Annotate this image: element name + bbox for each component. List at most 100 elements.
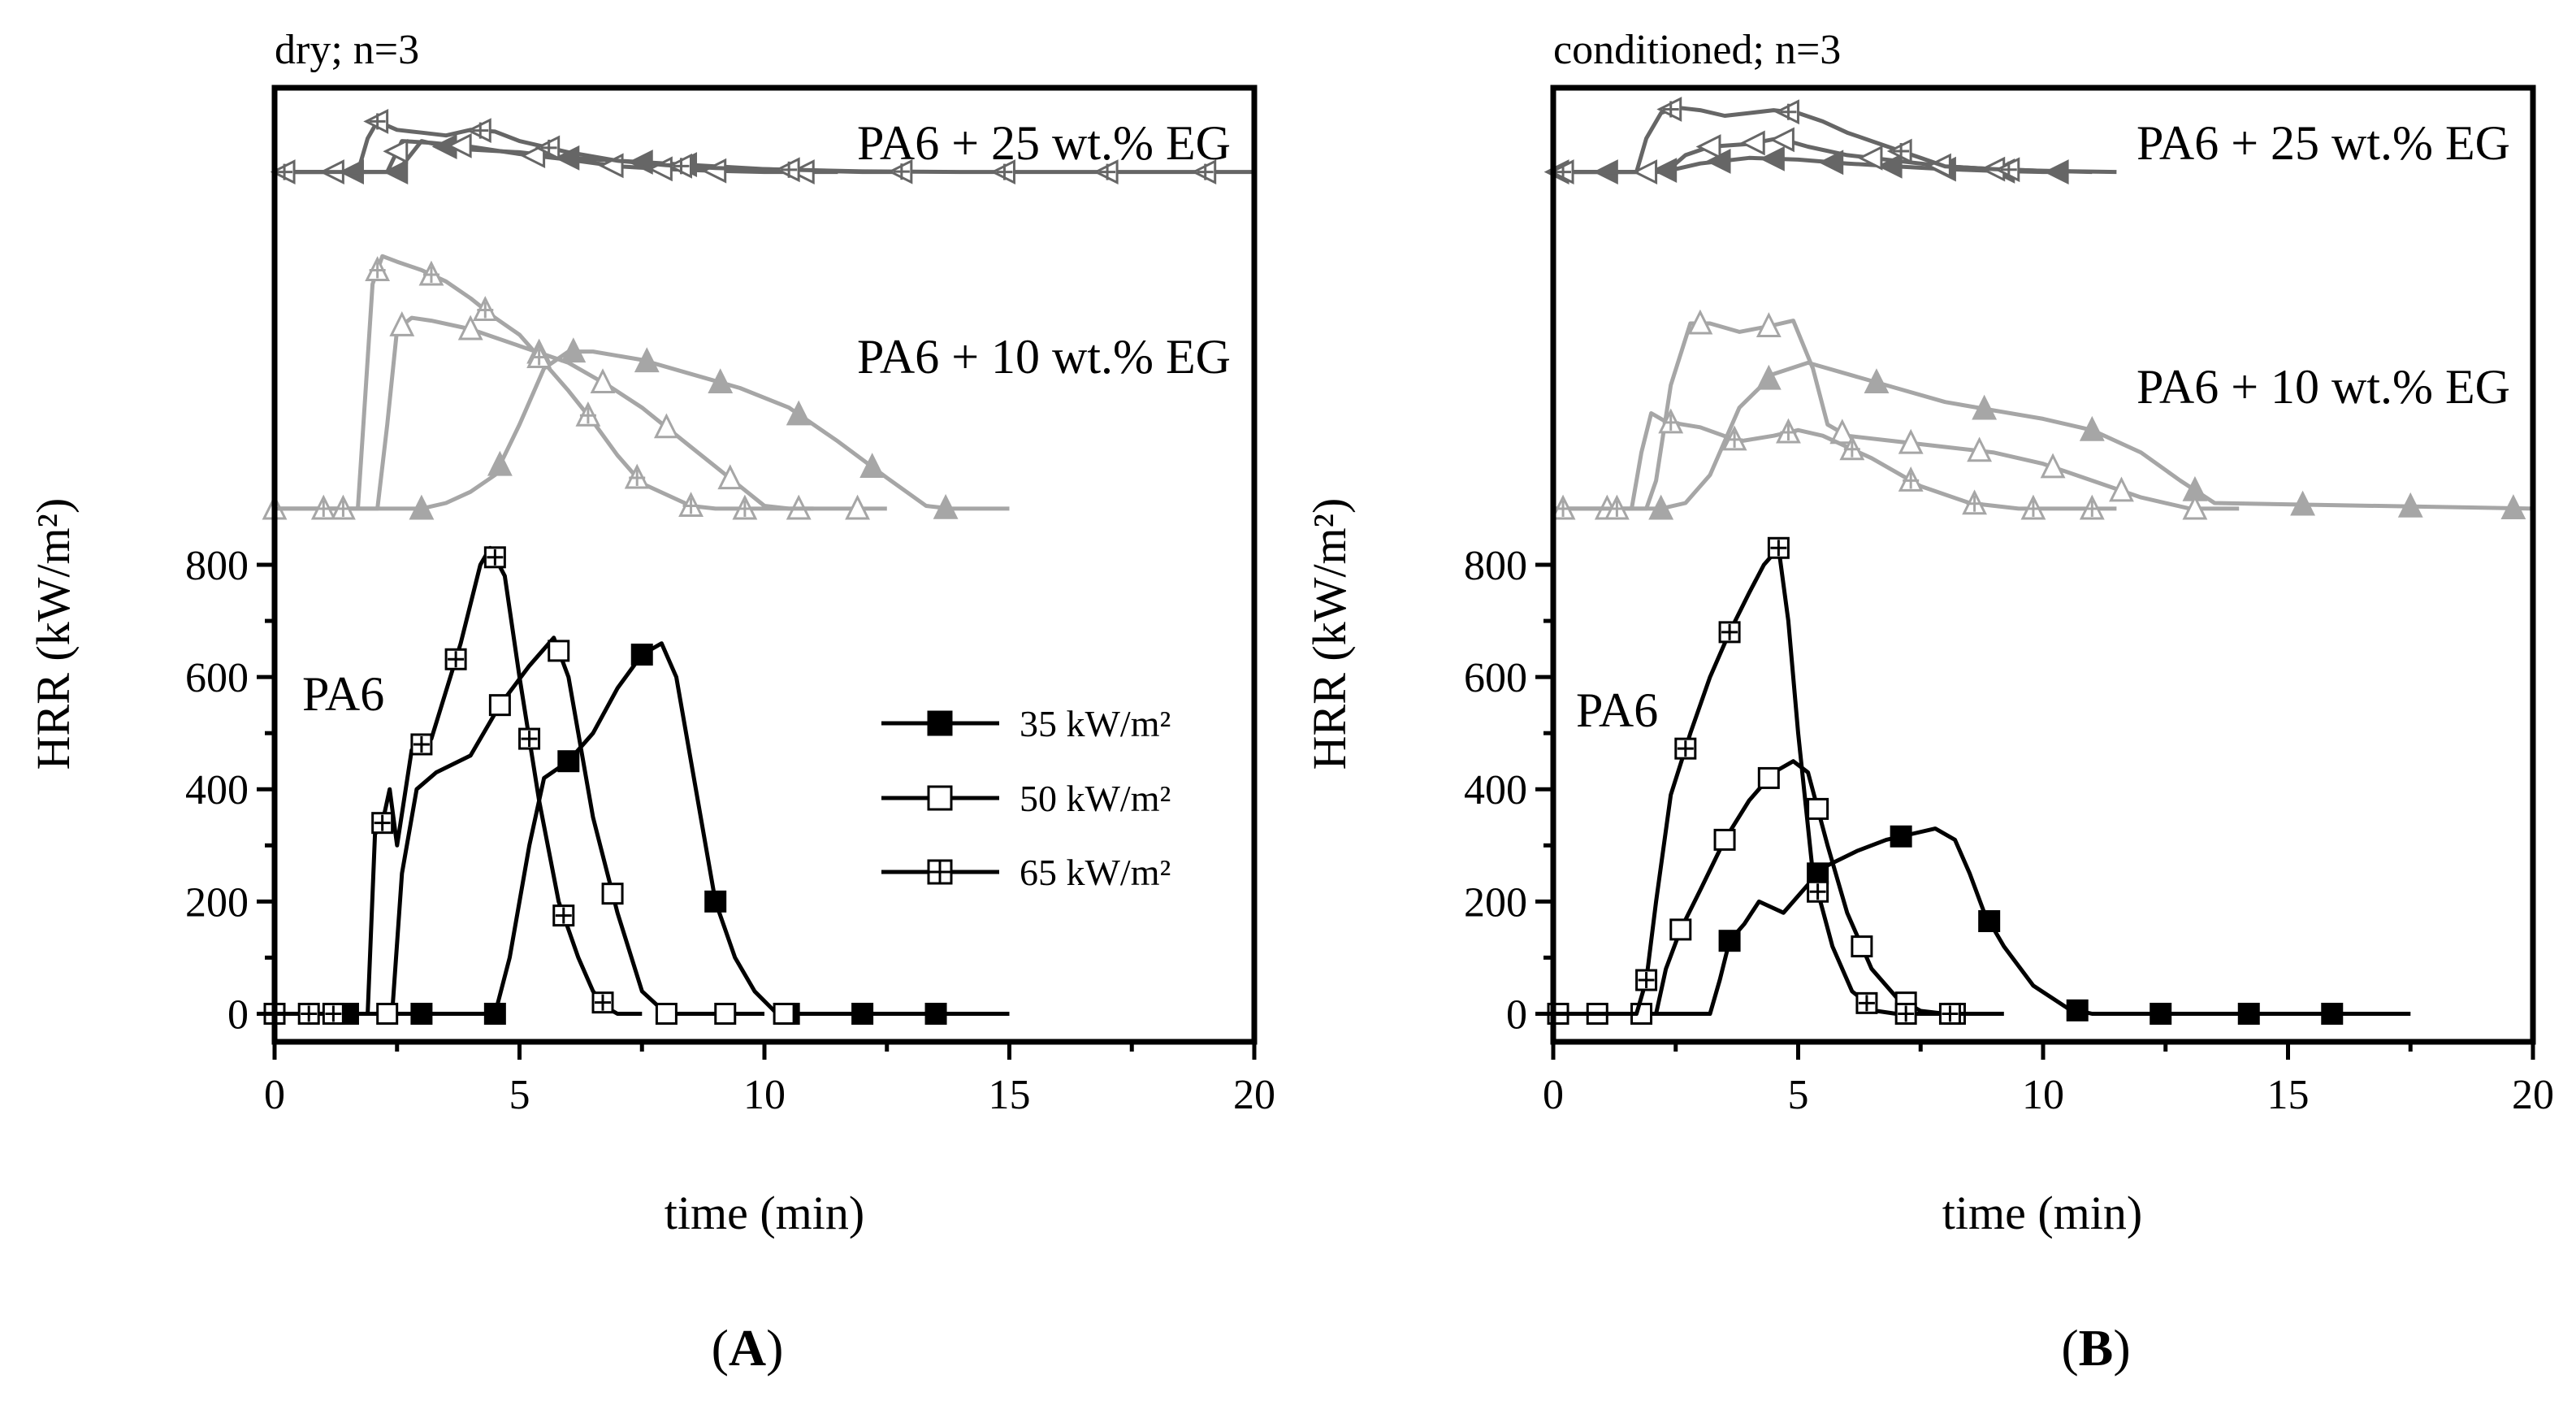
marker-triangle-up (859, 453, 885, 478)
group-pa6-10-wt-eg (1550, 309, 2534, 520)
series-35-kw-m- (275, 337, 1010, 520)
y-tick-label: 400 (185, 767, 249, 813)
x-tick-label: 15 (2267, 1072, 2310, 1118)
data-point-triangle-up-plus (1658, 408, 1684, 434)
data-point-triangle-left-open (520, 143, 546, 168)
data-point-triangle-left-plus (1994, 157, 2020, 183)
marker-square (548, 640, 570, 662)
marker-triangle-up (2109, 476, 2134, 502)
data-point-triangle-up-plus (1839, 435, 1865, 461)
legend-item-50: 50 kW/m² (881, 778, 1171, 819)
marker-square (410, 1002, 433, 1025)
marker-triangle-up (389, 310, 415, 336)
data-point-triangle-left-plus (1548, 159, 1574, 185)
data-point-triangle-up-plus (732, 494, 758, 520)
y-tick-label: 400 (1464, 767, 1527, 813)
marker-triangle-up (1756, 312, 1782, 337)
x-tick-label: 5 (509, 1072, 530, 1118)
data-point-square-filled (704, 890, 727, 913)
x-axis-title: time (min) (665, 1186, 864, 1239)
data-point-triangle-up-filled (487, 450, 513, 476)
series-65-kw-m- (270, 109, 1254, 185)
marker-triangle-up (2182, 494, 2208, 520)
data-point-triangle-up-plus (1604, 494, 1630, 520)
marker-square (1978, 910, 2001, 933)
y-axis-title: HRR (kW/m²) (1303, 498, 1356, 770)
data-point-square-open (1807, 797, 1829, 820)
data-point-square-plus (1674, 737, 1697, 760)
marker-triangle-left (446, 132, 472, 158)
y-axis-title: HRR (kW/m²) (27, 498, 80, 770)
y-tick-label: 200 (1464, 879, 1527, 926)
marker-square (1757, 766, 1780, 789)
marker-square (601, 883, 624, 905)
data-point-square-plus (297, 1002, 320, 1025)
data-point-triangle-left-plus (270, 159, 296, 185)
data-point-square-plus (1938, 1002, 1961, 1025)
marker-triangle-up (409, 494, 435, 520)
data-point-square-filled (630, 643, 653, 666)
marker-triangle-up (2040, 453, 2066, 479)
caption-open: ( (712, 1319, 729, 1377)
data-point-triangle-left-open (383, 138, 409, 164)
data-point-square-filled (410, 1002, 433, 1025)
marker-square (2237, 1002, 2260, 1025)
marker-square (773, 1002, 795, 1025)
data-point-square-filled (2237, 1002, 2260, 1025)
series-65-kw-m- (1548, 97, 2117, 185)
panel-title: conditioned; n=3 (1553, 27, 1841, 73)
caption-open: ( (2061, 1319, 2078, 1377)
series-line (1553, 759, 1946, 1016)
marker-triangle-up (457, 314, 483, 340)
data-point-square-plus (1718, 621, 1741, 644)
legend-label: 65 kW/m² (1020, 852, 1171, 893)
data-point-triangle-left-plus (1093, 159, 1119, 185)
data-point-triangle-up-plus (575, 401, 601, 427)
data-point-triangle-left-open (446, 132, 472, 158)
data-point-triangle-up-plus (472, 296, 498, 321)
marker-square (488, 694, 511, 717)
marker-triangle-left (520, 143, 546, 168)
data-point-triangle-up-open (845, 494, 870, 520)
data-point-triangle-up-plus (624, 463, 650, 489)
data-point-triangle-up-open (2182, 494, 2208, 520)
x-tick-label: 20 (2512, 1072, 2554, 1118)
data-point-triangle-up-filled (786, 400, 812, 426)
marker-triangle-up (1648, 494, 1674, 520)
data-point-triangle-up-open (653, 413, 679, 439)
series-35-kw-m- (275, 134, 911, 185)
marker-triangle-up (1756, 364, 1782, 390)
x-tick-label: 5 (1788, 1072, 1809, 1118)
data-point-triangle-left-filled (1759, 145, 1785, 171)
data-point-triangle-up-filled (2397, 492, 2423, 518)
series-65-kw-m- (1550, 408, 2117, 520)
data-point-triangle-up-plus (1962, 489, 1988, 515)
data-point-triangle-left-open (1769, 127, 1795, 153)
data-point-triangle-up-filled (708, 368, 734, 394)
y-tick-label: 600 (1464, 655, 1527, 701)
data-point-square-open (376, 1002, 399, 1025)
series-line (1553, 545, 2004, 1016)
group-label-pa6-25eg: PA6 + 25 wt.% EG (857, 116, 1231, 170)
data-point-triangle-left-plus (887, 158, 913, 184)
marker-triangle-left (1857, 145, 1883, 171)
marker-triangle-up (2500, 494, 2526, 520)
data-point-triangle-up-filled (933, 493, 959, 519)
group-label-pa6-25eg: PA6 + 25 wt.% EG (2137, 116, 2510, 170)
legend-marker-square-filled (927, 710, 953, 736)
marker-triangle-up (1967, 436, 1993, 462)
marker-square (714, 1002, 737, 1025)
marker-triangle-left (1769, 127, 1795, 153)
data-point-square-plus (1855, 991, 1878, 1014)
group-label-pa6-10eg: PA6 + 10 wt.% EG (2137, 360, 2510, 414)
data-point-square-open (655, 1002, 678, 1025)
panel-title: dry; n=3 (275, 27, 419, 73)
marker-square (1713, 828, 1736, 851)
marker-square (2150, 1002, 2172, 1025)
data-point-square-plus (591, 991, 614, 1014)
data-point-square-filled (557, 750, 580, 773)
data-point-square-open (1851, 935, 1873, 958)
data-point-triangle-left-open (1857, 145, 1883, 171)
data-point-triangle-up-filled (2079, 415, 2105, 441)
data-point-triangle-up-open (1898, 428, 1924, 454)
